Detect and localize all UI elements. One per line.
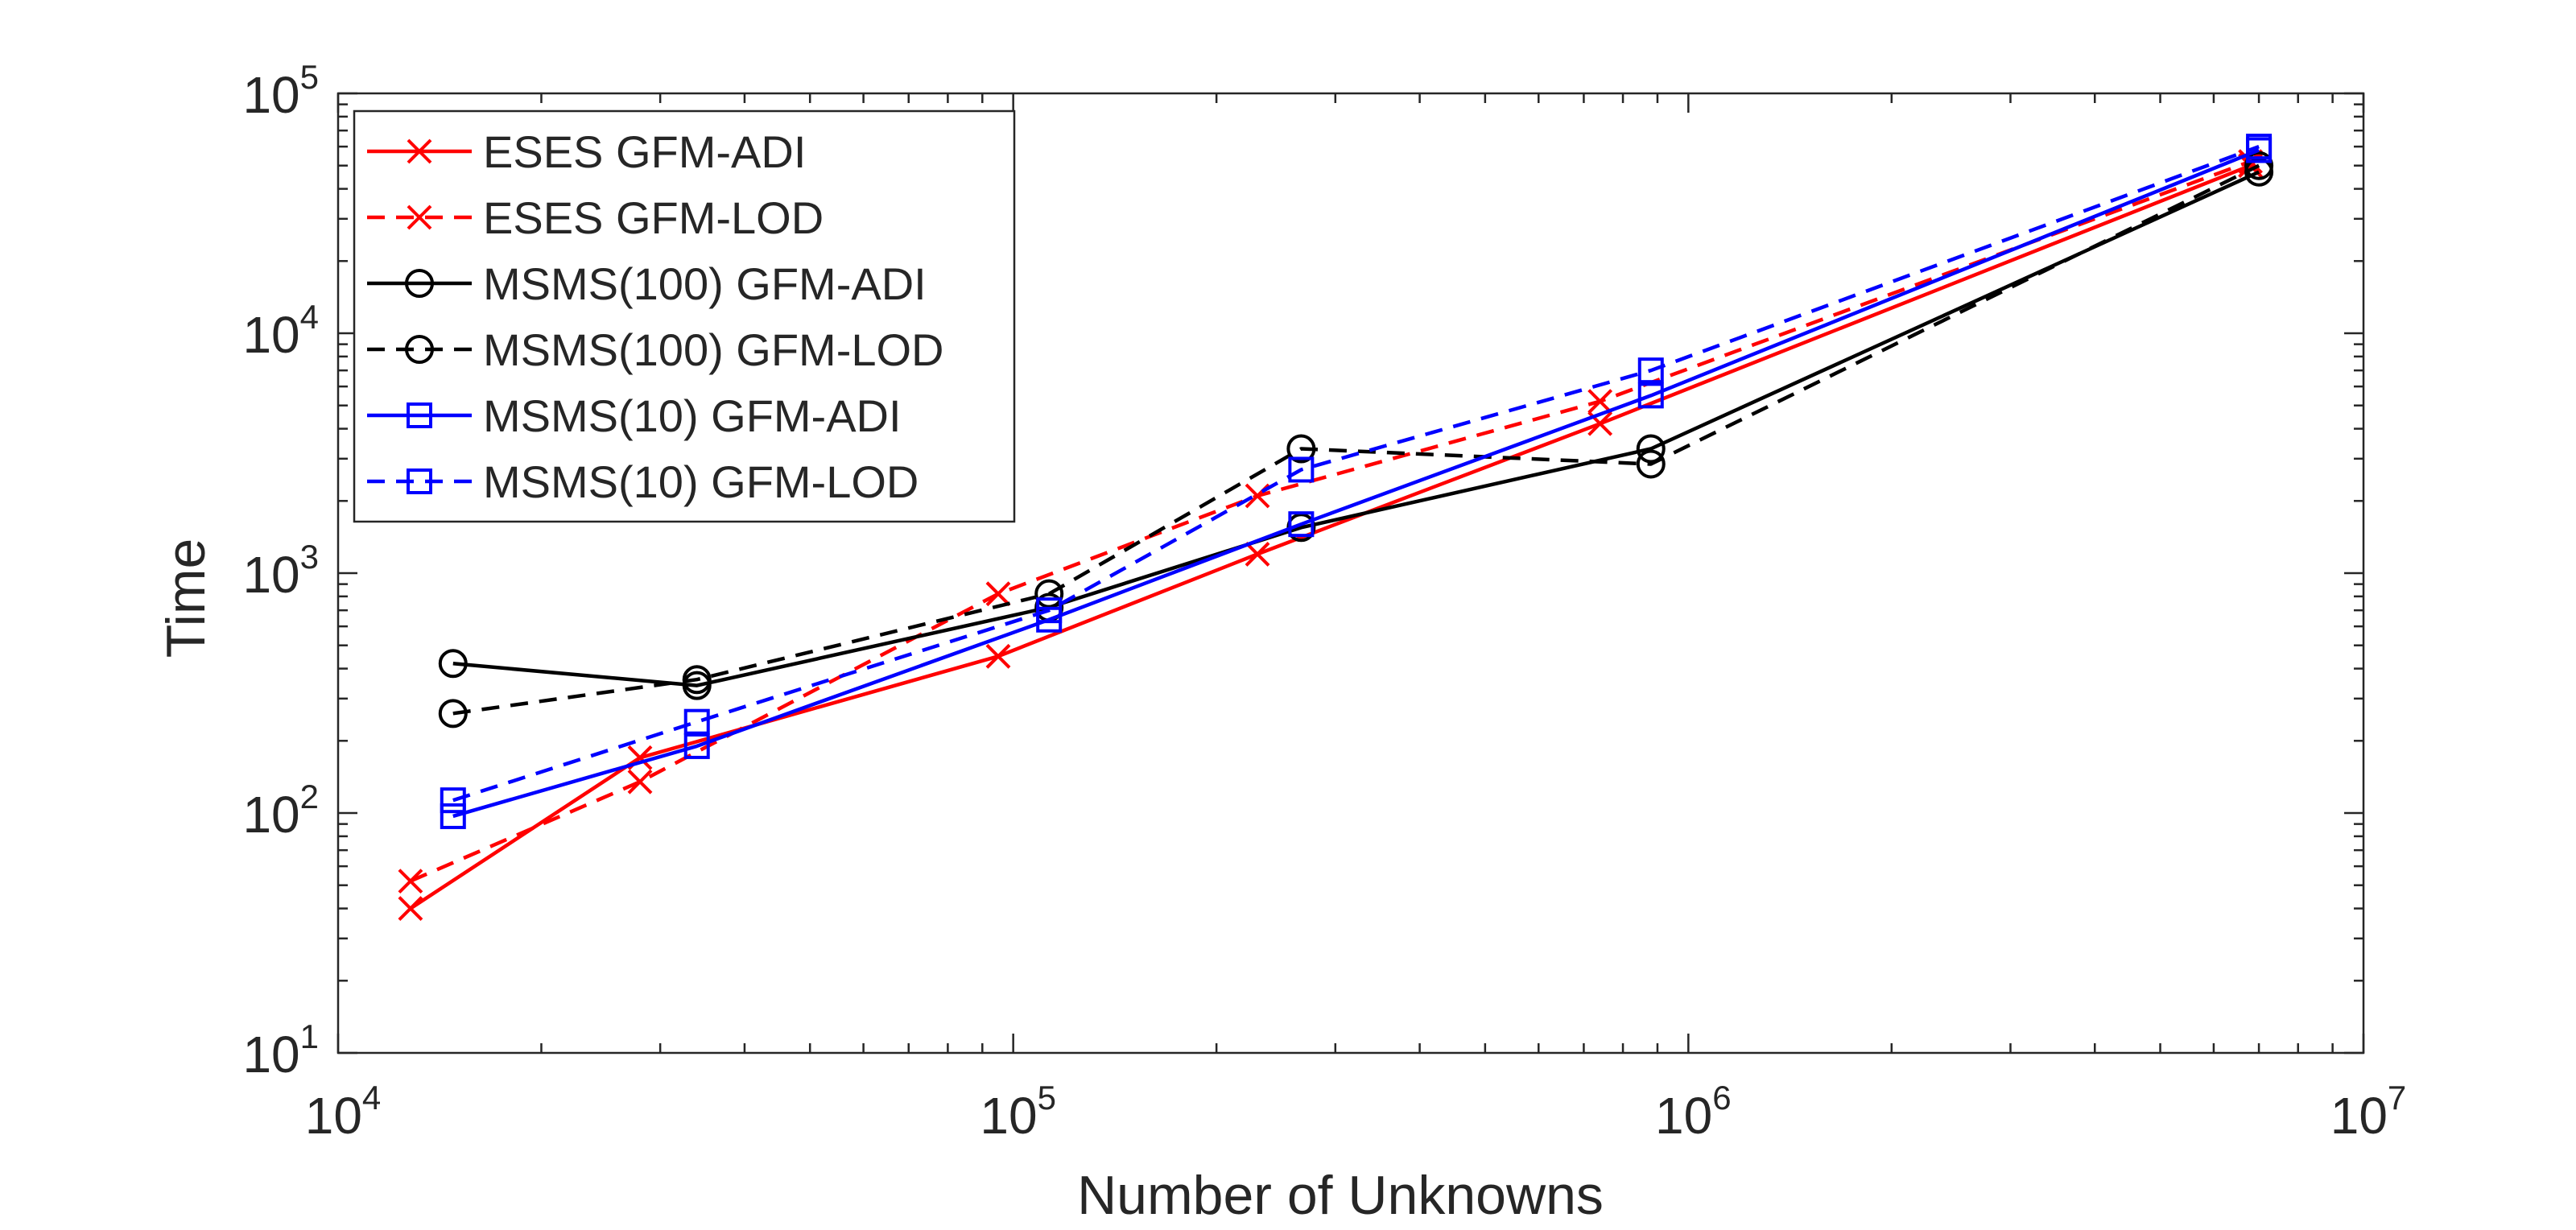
legend-marker xyxy=(405,269,434,298)
legend-item: MSMS(10) GFM-LOD xyxy=(367,456,919,507)
data-point xyxy=(1636,449,1666,479)
series-line xyxy=(452,144,2260,803)
series-layer xyxy=(398,134,2274,922)
data-point xyxy=(438,649,468,679)
legend-marker xyxy=(407,138,432,164)
x-axis-ticks: 104 105 106 107 xyxy=(305,93,2407,1145)
series-line xyxy=(409,163,2252,910)
y-tick-label: 103 xyxy=(242,538,319,604)
data-point xyxy=(1034,579,1064,609)
legend-marker xyxy=(407,204,432,230)
data-point xyxy=(440,787,466,814)
data-point xyxy=(683,708,710,735)
y-tick-label: 101 xyxy=(242,1017,319,1083)
data-point xyxy=(438,699,468,729)
x-tick-label: 106 xyxy=(1655,1079,1732,1145)
data-point xyxy=(683,733,710,759)
legend-marker xyxy=(407,468,432,494)
data-point xyxy=(1587,389,1613,415)
y-tick-label: 105 xyxy=(242,58,319,124)
series-eses-gfm-lod xyxy=(398,149,2263,894)
y-tick-label: 102 xyxy=(242,778,319,844)
legend-label: ESES GFM-ADI xyxy=(483,126,806,177)
legend-label: MSMS(100) GFM-LOD xyxy=(483,324,944,375)
legend-item: ESES GFM-ADI xyxy=(367,126,806,177)
series-msms-10-gfm-lod xyxy=(440,134,2273,814)
series-line xyxy=(452,163,2260,716)
legend-item: MSMS(10) GFM-ADI xyxy=(367,390,902,441)
x-tick-label: 107 xyxy=(2330,1079,2407,1145)
legend-marker xyxy=(405,335,434,364)
x-axis-label: Number of Unknowns xyxy=(1077,1165,1604,1226)
data-point xyxy=(1245,541,1270,567)
legend-label: MSMS(100) GFM-ADI xyxy=(483,258,927,309)
legend-item: MSMS(100) GFM-ADI xyxy=(367,258,927,309)
y-tick-label: 104 xyxy=(242,298,319,364)
series-line xyxy=(452,148,2260,819)
data-point xyxy=(985,581,1011,607)
legend: ESES GFM-ADI ESES GFM-LOD MSMS(100) GFM-AD… xyxy=(353,109,1016,523)
legend-label: ESES GFM-LOD xyxy=(483,192,824,243)
data-point xyxy=(627,769,653,795)
series-line xyxy=(410,159,2252,883)
x-tick-label: 104 xyxy=(305,1079,382,1145)
data-point xyxy=(398,896,423,922)
data-point xyxy=(2244,151,2274,180)
data-point xyxy=(1636,434,1666,464)
legend-item: MSMS(100) GFM-LOD xyxy=(367,324,944,375)
data-point xyxy=(1286,434,1316,464)
data-point xyxy=(398,869,423,894)
series-msms-100-gfm-lod xyxy=(438,151,2274,729)
legend-box xyxy=(353,109,1016,523)
x-tick-label: 105 xyxy=(980,1079,1056,1145)
legend-item: ESES GFM-LOD xyxy=(367,192,824,243)
legend-label: MSMS(10) GFM-ADI xyxy=(483,390,902,441)
data-point xyxy=(985,643,1011,669)
data-point xyxy=(440,803,466,829)
legend-label: MSMS(10) GFM-LOD xyxy=(483,456,919,507)
data-point xyxy=(2246,134,2273,160)
data-point xyxy=(1036,597,1063,624)
data-point xyxy=(1288,511,1315,538)
data-point xyxy=(1637,382,1664,409)
y-axis-label: Time xyxy=(155,539,217,658)
series-line xyxy=(452,170,2260,687)
data-point xyxy=(682,665,712,695)
data-point xyxy=(1288,456,1315,483)
data-point xyxy=(1637,357,1664,384)
y-axis-ticks: 101 102 103 104 105 xyxy=(242,58,2363,1083)
legend-marker xyxy=(407,402,432,428)
